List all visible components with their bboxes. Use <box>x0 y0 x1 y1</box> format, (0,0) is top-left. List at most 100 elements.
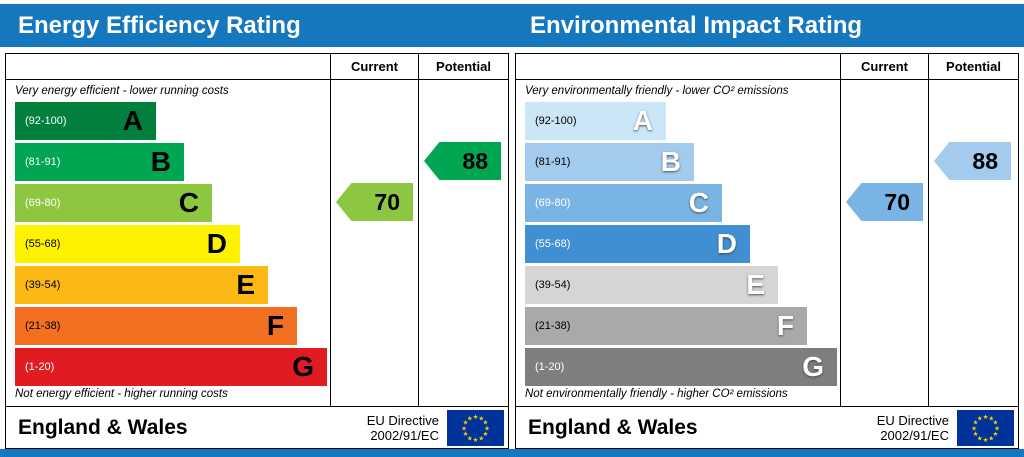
band-range: (39-54) <box>535 279 571 291</box>
band-e: (39-54) E <box>525 266 778 304</box>
chart-header-spacer <box>516 54 841 80</box>
current-rating-arrow: 70 <box>336 183 413 221</box>
eu-directive-line2: 2002/91/EC <box>370 427 439 443</box>
environmental-rating-scale: Very environmentally friendly - lower CO… <box>516 80 841 406</box>
svg-text:★: ★ <box>483 431 489 438</box>
svg-text:★: ★ <box>988 415 994 422</box>
band-c: (69-80) C <box>525 184 722 222</box>
footer-bar <box>0 449 1024 457</box>
band-range: (1-20) <box>25 361 55 373</box>
region-label: England & Wales <box>528 415 698 439</box>
potential-rating-value: 88 <box>972 147 998 174</box>
band-letter: A <box>122 105 143 136</box>
header-bar: Energy Efficiency Rating Environmental I… <box>0 4 1024 47</box>
eu-flag-field <box>447 409 504 446</box>
svg-text:★: ★ <box>993 419 999 426</box>
svg-text:★: ★ <box>973 431 979 438</box>
band-letter: D <box>206 228 227 259</box>
band-b: (81-91) B <box>15 143 184 181</box>
svg-text:★: ★ <box>473 413 479 420</box>
band-range: (92-100) <box>25 115 67 127</box>
band-g: (1-20) G <box>525 348 837 386</box>
energy-efficiency-panel: Current Potential Very energy efficient … <box>5 53 509 449</box>
band-g: (1-20) G <box>15 348 327 386</box>
svg-text:★: ★ <box>983 413 989 420</box>
svg-text:★: ★ <box>467 415 473 422</box>
svg-text:★: ★ <box>971 425 977 432</box>
band-letter: G <box>802 351 824 382</box>
band-range: (81-91) <box>25 156 61 168</box>
svg-text:★: ★ <box>994 425 1000 432</box>
band-range: (69-80) <box>535 197 571 209</box>
band-range: (55-68) <box>535 238 571 250</box>
panel-footer: England & Wales EU Directive 2002/91/EC … <box>6 406 508 448</box>
eu-flag: ★ ★★★★★★★★★★★ <box>447 409 504 446</box>
band-letter: E <box>746 269 765 300</box>
svg-text:★: ★ <box>483 419 489 426</box>
eu-directive-label: EU Directive 2002/91/EC <box>877 413 949 443</box>
band-letter: B <box>150 146 171 177</box>
band-range: (69-80) <box>25 197 61 209</box>
band-letter: B <box>660 146 681 177</box>
current-rating-cell: 70 <box>841 80 929 406</box>
current-column-header: Current <box>331 54 419 80</box>
eu-directive-line1: EU Directive <box>366 412 439 428</box>
bottom-caption: Not environmentally friendly - higher CO… <box>525 388 788 400</box>
eu-directive-line1: EU Directive <box>876 412 949 428</box>
bottom-caption: Not energy efficient - higher running co… <box>15 388 228 400</box>
potential-rating-value: 88 <box>462 147 488 174</box>
band-a: (92-100) A <box>525 102 666 140</box>
svg-text:★: ★ <box>983 436 989 443</box>
current-column-header: Current <box>841 54 929 80</box>
region-label: England & Wales <box>18 415 188 439</box>
band-f: (21-38) F <box>525 307 807 345</box>
band-range: (21-38) <box>25 320 61 332</box>
current-rating-value: 70 <box>884 188 910 215</box>
eu-directive-line2: 2002/91/EC <box>880 427 949 443</box>
potential-column-header: Potential <box>419 54 508 80</box>
band-d: (55-68) D <box>525 225 750 263</box>
band-letter: F <box>266 310 284 341</box>
svg-text:★: ★ <box>473 436 479 443</box>
band-range: (55-68) <box>25 238 61 250</box>
svg-text:★: ★ <box>478 435 484 442</box>
potential-rating-arrow: 88 <box>934 142 1011 180</box>
eu-flag-field <box>957 409 1014 446</box>
current-rating-arrow: 70 <box>846 183 923 221</box>
svg-text:★: ★ <box>461 425 467 432</box>
band-range: (92-100) <box>535 115 577 127</box>
svg-text:★: ★ <box>977 435 983 442</box>
potential-rating-arrow: 88 <box>424 142 501 180</box>
svg-text:★: ★ <box>973 419 979 426</box>
current-rating-cell: 70 <box>331 80 419 406</box>
svg-text:★: ★ <box>484 425 490 432</box>
band-f: (21-38) F <box>15 307 297 345</box>
current-rating-value: 70 <box>374 188 400 215</box>
eu-flag: ★ ★★★★★★★★★★★ <box>957 409 1014 446</box>
band-letter: C <box>688 187 709 218</box>
band-c: (69-80) C <box>15 184 212 222</box>
svg-text:★: ★ <box>467 435 473 442</box>
band-letter: A <box>632 105 653 136</box>
band-letter: C <box>178 187 199 218</box>
chart-header-spacer <box>6 54 331 80</box>
potential-rating-cell: 88 <box>419 80 508 406</box>
band-range: (1-20) <box>535 361 565 373</box>
band-range: (39-54) <box>25 279 61 291</box>
band-letter: D <box>716 228 737 259</box>
band-e: (39-54) E <box>15 266 268 304</box>
band-b: (81-91) B <box>525 143 694 181</box>
svg-text:★: ★ <box>463 419 469 426</box>
band-range: (21-38) <box>535 320 571 332</box>
panels-row: Current Potential Very energy efficient … <box>5 53 1019 449</box>
top-caption: Very energy efficient - lower running co… <box>15 85 229 97</box>
environmental-impact-title: Environmental Impact Rating <box>530 11 863 39</box>
band-letter: G <box>292 351 314 382</box>
top-caption: Very environmentally friendly - lower CO… <box>525 85 789 97</box>
panel-footer: England & Wales EU Directive 2002/91/EC … <box>516 406 1018 448</box>
band-d: (55-68) D <box>15 225 240 263</box>
potential-column-header: Potential <box>929 54 1018 80</box>
svg-text:★: ★ <box>977 415 983 422</box>
potential-rating-cell: 88 <box>929 80 1018 406</box>
